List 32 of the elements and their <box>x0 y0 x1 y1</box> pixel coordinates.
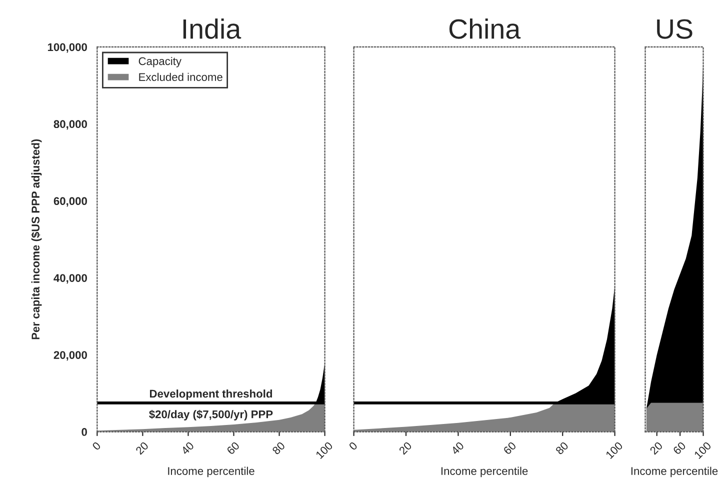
ref-line-label: Development threshold <box>150 389 272 400</box>
x-tick-label: 40 <box>450 441 464 456</box>
y-tick-label: 0 <box>82 428 87 436</box>
chart-title: India <box>183 18 242 39</box>
y-tick-label: 60,000 <box>54 197 87 207</box>
legend-label: Excluded income <box>139 72 222 82</box>
x-tick-label: 80 <box>555 441 569 455</box>
x-tick-label: 100 <box>694 441 712 460</box>
chart-title: US <box>657 19 692 39</box>
y-axis-title: Per capita income ($US PPP adjusted) <box>31 139 42 340</box>
x-tick-label: 20 <box>649 441 664 455</box>
x-tick-label: 20 <box>135 441 149 455</box>
x-tick-label: 0 <box>348 441 358 451</box>
x-tick-label: 40 <box>180 441 194 456</box>
x-tick-label: 60 <box>502 441 517 455</box>
x-tick-label: 100 <box>605 441 624 460</box>
x-tick-label: 80 <box>272 441 286 455</box>
y-tick-label: 100,000 <box>48 43 87 53</box>
chart-title: China <box>449 18 521 39</box>
annotation: $20/day ($7,500/yr) PPP <box>149 410 273 420</box>
x-tick-label: 20 <box>398 441 412 455</box>
x-tick-label: 100 <box>315 441 334 460</box>
x-axis-title: Income percentile <box>168 466 254 478</box>
x-tick-label: 60 <box>226 441 240 455</box>
y-tick-label: 40,000 <box>54 274 87 284</box>
x-axis-title: Income percentile <box>631 466 718 478</box>
y-tick-label: 80,000 <box>54 120 87 130</box>
x-tick-label: 0 <box>92 441 102 451</box>
x-axis-title: Income percentile <box>441 466 528 478</box>
x-tick-label: 60 <box>672 441 686 455</box>
legend-label: Capacity <box>138 56 182 68</box>
y-tick-label: 20,000 <box>54 351 87 361</box>
